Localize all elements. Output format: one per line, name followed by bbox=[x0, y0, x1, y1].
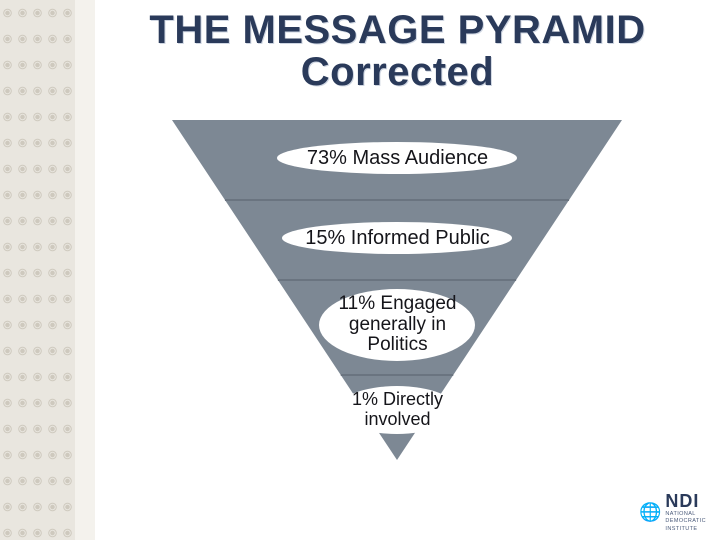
decor-column bbox=[15, 0, 30, 540]
footer-logo: 🌐 NDI NATIONAL DEMOCRATIC INSTITUTE bbox=[576, 494, 706, 530]
globe-icon: 🌐 bbox=[639, 503, 661, 521]
logo-main: NDI bbox=[665, 492, 699, 510]
logo-text: NDI NATIONAL DEMOCRATIC INSTITUTE bbox=[665, 492, 706, 531]
decor-sidebar bbox=[0, 0, 75, 540]
decor-light-strip bbox=[75, 0, 95, 540]
band-label-bg bbox=[277, 142, 517, 174]
decor-column bbox=[0, 0, 15, 540]
title-line-2: Corrected bbox=[95, 52, 700, 92]
decor-column bbox=[30, 0, 45, 540]
logo-sub3: INSTITUTE bbox=[665, 526, 697, 532]
title-line-1: THE MESSAGE PYRAMID bbox=[95, 10, 700, 50]
band-label-bg bbox=[282, 222, 512, 254]
pyramid-diagram: 73% Mass Audience15% Informed Public11% … bbox=[95, 120, 700, 490]
pyramid-svg bbox=[95, 120, 700, 490]
decor-column bbox=[45, 0, 60, 540]
band-label-bg bbox=[319, 289, 475, 361]
logo-sub1: NATIONAL bbox=[665, 511, 695, 517]
logo-sub2: DEMOCRATIC bbox=[665, 518, 706, 524]
slide-title: THE MESSAGE PYRAMID Corrected bbox=[95, 10, 700, 92]
decor-column bbox=[60, 0, 75, 540]
band-label-bg bbox=[337, 386, 457, 434]
